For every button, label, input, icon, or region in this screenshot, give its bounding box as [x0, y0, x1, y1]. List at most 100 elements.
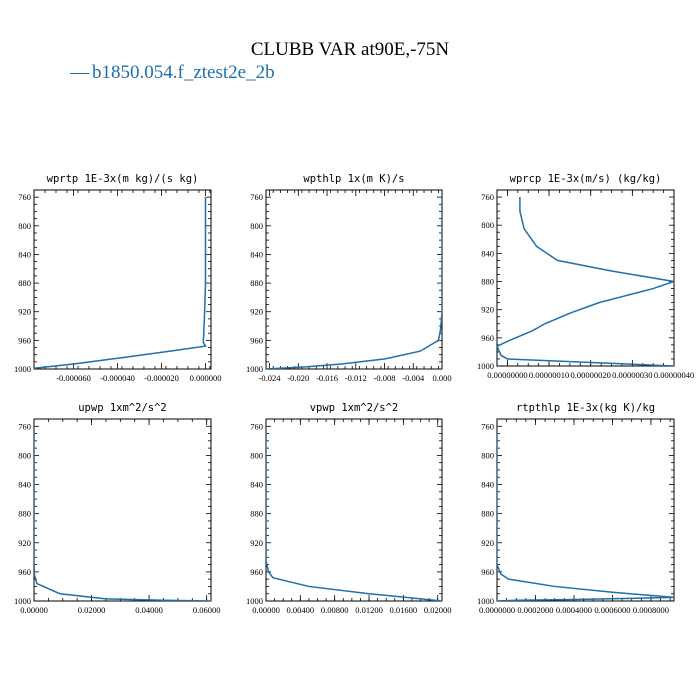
panel-3: wprcp 1E-3x(m/s) (kg/kg) 760 800 840 880 920 9…	[477, 173, 694, 380]
panel-5: vpwp 1xm^2/s^276080084088092096010000.00…	[246, 402, 452, 615]
y-tick-label: 840	[481, 248, 494, 258]
y-tick-label: 840	[18, 480, 31, 490]
x-tick-label: 0.04000	[135, 605, 163, 615]
y-tick-label: 840	[250, 480, 263, 490]
x-tick-label: 0.0008000	[633, 605, 669, 615]
y-tick-label: 760	[481, 421, 494, 431]
x-tick-label: -0.004	[402, 373, 425, 383]
y-tick-label: 800	[481, 220, 494, 230]
x-tick-label: 0.00000	[20, 605, 48, 615]
y-tick-label: 960	[250, 567, 263, 577]
y-tick-label: 880	[250, 509, 263, 519]
x-tick-label: 0.000000	[190, 373, 222, 383]
x-tick-label: 0.00000020	[571, 370, 611, 380]
y-tick-label: 920	[250, 538, 263, 548]
x-tick-label: -0.024	[259, 373, 282, 383]
y-tick-label: 920	[481, 538, 494, 548]
x-tick-label: -0.000040	[100, 373, 135, 383]
x-tick-label: -0.016	[316, 373, 338, 383]
x-tick-label: 0.01200	[355, 605, 383, 615]
x-tick-label: 0.0006000	[594, 605, 630, 615]
y-tick-label: 760	[481, 192, 494, 202]
panel-title: upwp 1xm^2/s^2	[78, 402, 167, 414]
panel-grid: wprtp 1E-3x(m kg)/(s kg) 760 800 840 880 920 9…	[14, 173, 694, 615]
x-tick-label: 0.00000040	[654, 370, 694, 380]
y-tick-label: 760	[18, 192, 31, 202]
y-tick-label: 800	[250, 450, 263, 460]
plot-frame	[496, 189, 675, 367]
panel-title: wprcp 1E-3x(m/s) (kg/kg)	[510, 173, 662, 185]
y-tick-label: 920	[481, 305, 494, 315]
series-line	[266, 426, 442, 601]
x-tick-label: -0.000020	[144, 373, 179, 383]
series-line	[34, 197, 207, 369]
y-tick-label: 1000	[477, 361, 494, 371]
x-tick-label: -0.020	[287, 373, 309, 383]
y-tick-label: 960	[481, 333, 494, 343]
y-tick-label: 1000	[246, 364, 263, 374]
plot-frame	[496, 418, 675, 602]
legend-marker: —	[69, 62, 90, 83]
panel-4: upwp 1xm^2/s^2 760 800 840 880 920 960 10000.00…	[14, 402, 220, 615]
series-line	[266, 197, 442, 369]
plot-frame	[265, 418, 443, 602]
y-tick-label: 760	[250, 421, 263, 431]
x-tick-label: 0.00000010	[529, 370, 569, 380]
x-tick-label: 0.0000000	[479, 605, 515, 615]
panel-title: vpwp 1xm^2/s^2	[310, 402, 399, 414]
y-tick-label: 880	[250, 278, 263, 288]
x-tick-label: 0.02000	[424, 605, 452, 615]
panel-title: rtpthlp 1E-3x(kg K)/kg	[516, 402, 655, 414]
x-tick-label: -0.008	[374, 373, 396, 383]
y-tick-label: 920	[18, 538, 31, 548]
y-tick-label: 1000	[477, 596, 494, 606]
x-tick-label: 0.000	[432, 373, 451, 383]
panel-6: rtpthlp 1E-3x(kg K)/kg 760 800 840 880 920 960…	[477, 402, 675, 615]
x-tick-label: 0.06000	[193, 605, 221, 615]
x-tick-label: -0.000060	[56, 373, 91, 383]
y-tick-label: 960	[481, 567, 494, 577]
y-tick-label: 1000	[14, 364, 31, 374]
panel-title: wpthlp 1x(m K)/s	[303, 173, 404, 185]
y-tick-label: 800	[250, 221, 263, 231]
series-line	[497, 197, 674, 366]
plot-frame	[33, 418, 212, 602]
x-tick-label: 0.00000000	[487, 370, 527, 380]
plot-frame	[265, 189, 443, 370]
y-tick-label: 880	[481, 277, 494, 287]
y-tick-label: 880	[481, 509, 494, 519]
x-tick-label: -0.012	[345, 373, 367, 383]
y-tick-label: 960	[18, 335, 31, 345]
figure-title: CLUBB VAR at90E,-75N	[251, 39, 450, 60]
panel-1: wprtp 1E-3x(m kg)/(s kg) 760 800 840 880 920 9…	[14, 173, 221, 383]
x-tick-label: 0.00800	[321, 605, 349, 615]
x-tick-label: 0.0002000	[517, 605, 553, 615]
y-tick-label: 920	[18, 307, 31, 317]
y-tick-label: 800	[18, 450, 31, 460]
y-tick-label: 760	[18, 421, 31, 431]
y-tick-label: 880	[18, 278, 31, 288]
y-tick-label: 800	[481, 450, 494, 460]
plot-frame	[33, 189, 212, 370]
y-tick-label: 840	[250, 249, 263, 259]
y-tick-label: 920	[250, 307, 263, 317]
y-tick-label: 1000	[246, 596, 263, 606]
y-tick-label: 760	[250, 192, 263, 202]
panel-2: wpthlp 1x(m K)/s7608008408809209601000-0…	[246, 173, 452, 383]
y-tick-label: 880	[18, 509, 31, 519]
y-tick-label: 840	[481, 480, 494, 490]
x-tick-label: 0.01600	[390, 605, 418, 615]
y-tick-label: 800	[18, 221, 31, 231]
x-tick-label: 0.0004000	[556, 605, 592, 615]
series-line	[497, 426, 674, 601]
x-tick-label: 0.00000030	[612, 370, 652, 380]
legend-label: b1850.054.f_ztest2e_2b	[92, 62, 275, 83]
series-line	[34, 426, 211, 601]
x-tick-label: 0.00400	[287, 605, 315, 615]
panel-title: wprtp 1E-3x(m kg)/(s kg)	[47, 173, 199, 185]
x-tick-label: 0.02000	[78, 605, 106, 615]
x-tick-label: 0.00000	[252, 605, 280, 615]
y-tick-label: 1000	[14, 596, 31, 606]
y-tick-label: 960	[250, 335, 263, 345]
